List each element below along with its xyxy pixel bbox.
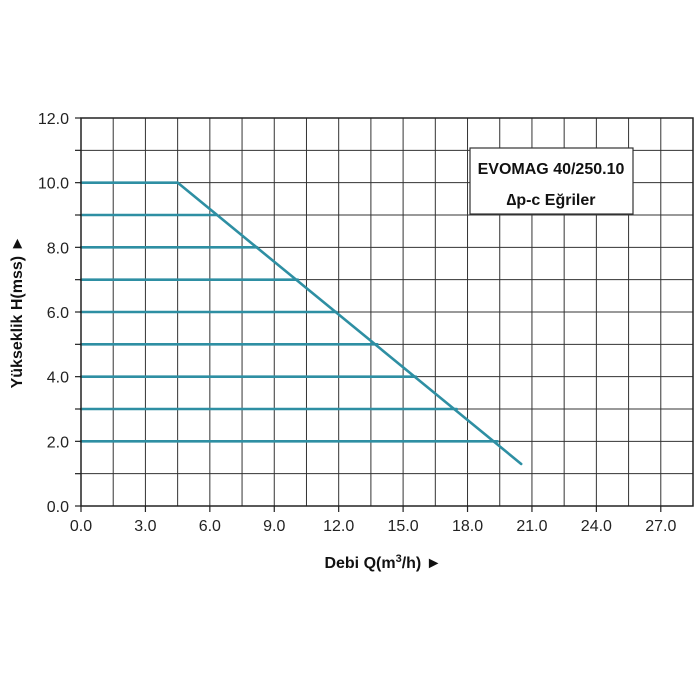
legend-frame: [469, 147, 634, 215]
y-tick-label: 2.0: [47, 434, 69, 451]
x-tick-label: 24.0: [581, 518, 612, 535]
series-line: [176, 181, 523, 466]
x-tick-label: 15.0: [388, 518, 419, 535]
x-axis-title: Debi Q(m3/h) ►: [324, 553, 441, 572]
y-tick-label: 8.0: [47, 240, 69, 257]
y-tick-label: 6.0: [47, 305, 69, 322]
chart-subtitle: ∆p-c Eğriler: [507, 192, 596, 209]
x-tick-label: 21.0: [516, 518, 547, 535]
y-axis-title: Yükseklik H(mss) ►: [9, 236, 26, 389]
x-axis-ticks: 0.0 3.0 6.0 9.0 12.0 15.0 18.0 21.0 24.0 27.0: [70, 506, 676, 535]
x-tick-label: 18.0: [452, 518, 483, 535]
x-tick-label: 9.0: [263, 518, 285, 535]
x-tick-label: 12.0: [323, 518, 354, 535]
y-axis-ticks: 0.0 2.0 4.0 6.0 8.0 10.0 12.0: [38, 111, 81, 516]
x-tick-label: 0.0: [70, 518, 92, 535]
chart-title: EVOMAG 40/250.10: [478, 161, 625, 178]
y-tick-label: 12.0: [38, 111, 69, 128]
x-tick-label: 27.0: [645, 518, 676, 535]
series: [79, 181, 523, 466]
plot-frame: [80, 117, 694, 507]
y-tick-label: 10.0: [38, 176, 69, 193]
y-tick-label: 4.0: [47, 370, 69, 387]
x-tick-label: 3.0: [134, 518, 156, 535]
legend-box: EVOMAG 40/250.10 ∆p-c Eğriler: [469, 147, 634, 215]
y-tick-label: 0.0: [47, 499, 69, 516]
x-tick-label: 6.0: [199, 518, 221, 535]
